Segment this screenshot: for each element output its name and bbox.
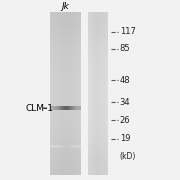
Text: 117: 117 <box>120 27 136 36</box>
Text: 19: 19 <box>120 134 130 143</box>
Text: 26: 26 <box>120 116 130 125</box>
Text: (kD): (kD) <box>120 152 136 161</box>
Text: Jk: Jk <box>62 1 70 10</box>
Text: 48: 48 <box>120 76 130 85</box>
Text: 34: 34 <box>120 98 130 107</box>
Text: 85: 85 <box>120 44 130 53</box>
Text: CLM-1: CLM-1 <box>25 104 53 113</box>
